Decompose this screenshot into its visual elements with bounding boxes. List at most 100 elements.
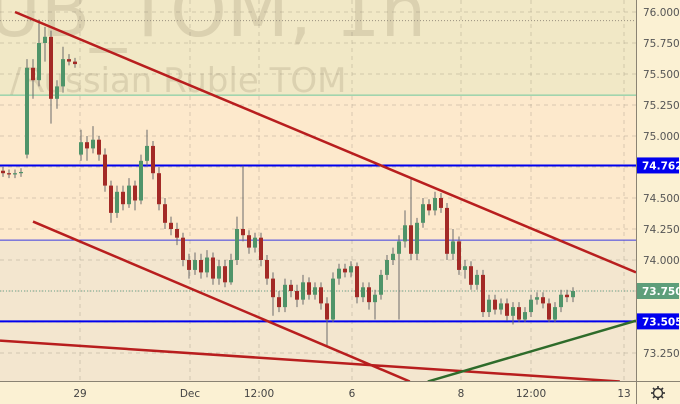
candle-body — [247, 235, 251, 248]
candle-body — [379, 274, 383, 295]
candle — [109, 180, 113, 223]
trend-line — [0, 339, 620, 383]
candle — [205, 250, 209, 278]
candle — [403, 210, 407, 248]
candle — [247, 230, 251, 254]
candle — [55, 80, 59, 109]
candle-body — [295, 291, 299, 300]
candle — [361, 282, 365, 303]
candle-body — [127, 185, 131, 205]
candle-body — [103, 154, 107, 186]
candle — [349, 261, 353, 278]
price-badge-label: 74.7625 — [642, 160, 680, 172]
candle-body — [463, 266, 467, 270]
candle — [373, 289, 377, 320]
time-tick-label: 13 — [617, 388, 630, 400]
candle-body — [289, 284, 293, 291]
price-tick-label: 75.2500 — [643, 100, 680, 112]
candle-body — [517, 307, 521, 320]
price-axis[interactable] — [636, 0, 680, 404]
price-tick-label: 73.2500 — [643, 348, 680, 360]
candle — [265, 255, 269, 285]
candle — [19, 168, 23, 177]
candle — [469, 261, 473, 290]
price-tick-label: 74.5000 — [643, 193, 680, 205]
candle — [157, 167, 161, 211]
candle — [355, 262, 359, 304]
candle — [229, 253, 233, 285]
candle — [385, 255, 389, 280]
candle-body — [181, 237, 185, 260]
candle-body — [553, 307, 557, 320]
candle-body — [493, 299, 497, 310]
candle-body — [229, 260, 233, 283]
candle — [85, 136, 89, 161]
candle-body — [1, 170, 5, 174]
candle-body — [199, 260, 203, 273]
candle-body — [277, 297, 281, 308]
candle — [139, 154, 143, 205]
candle — [1, 167, 5, 177]
candle — [529, 294, 533, 318]
price-badge-background — [637, 313, 679, 330]
candle-body — [37, 43, 41, 81]
candle — [313, 282, 317, 300]
time-axis[interactable] — [0, 381, 680, 404]
candle — [103, 148, 107, 192]
candle-body — [487, 299, 491, 313]
candle-body — [301, 282, 305, 300]
candle — [307, 277, 311, 300]
candle — [13, 169, 17, 179]
candle — [31, 59, 35, 99]
candle — [499, 298, 503, 315]
candle-body — [55, 86, 59, 99]
candle — [481, 269, 485, 318]
candle-body — [529, 299, 533, 313]
time-tick-label: 8 — [458, 388, 465, 400]
price-badge: 73.7500 — [637, 283, 680, 299]
candle — [217, 260, 221, 285]
candle — [259, 232, 263, 267]
candle — [37, 19, 41, 87]
candle — [67, 54, 71, 66]
candle-body — [241, 229, 245, 236]
candle — [547, 298, 551, 322]
trend-line — [32, 220, 411, 383]
candle — [331, 272, 335, 322]
candle-body — [151, 145, 155, 174]
candle-body — [121, 191, 125, 205]
candle — [235, 216, 239, 265]
candle — [457, 236, 461, 275]
candle-body — [139, 160, 143, 201]
candle — [565, 289, 569, 303]
candle-body — [85, 142, 89, 149]
time-tick-label: Dec — [180, 388, 201, 400]
candle — [193, 252, 197, 275]
candle-body — [31, 67, 35, 81]
candle — [367, 282, 371, 310]
candle — [379, 269, 383, 300]
candle-body — [337, 268, 341, 279]
candle-body — [451, 241, 455, 254]
candle — [289, 279, 293, 298]
candle-body — [307, 282, 311, 295]
candle — [133, 180, 137, 211]
candle — [241, 165, 245, 242]
gear-icon[interactable] — [651, 386, 665, 400]
candle-body — [7, 173, 11, 175]
candle — [295, 284, 299, 308]
candle-body — [253, 237, 257, 248]
time-tick-label: 12:00 — [244, 388, 274, 400]
candle — [115, 185, 119, 218]
candle-body — [25, 67, 29, 155]
candle — [541, 292, 545, 309]
candle — [535, 292, 539, 305]
trend-line — [427, 319, 637, 383]
candle-body — [343, 268, 347, 273]
candle — [187, 253, 191, 279]
candle-body — [499, 303, 503, 310]
candle — [505, 298, 509, 321]
candle — [439, 193, 443, 213]
candle-body — [397, 241, 401, 254]
